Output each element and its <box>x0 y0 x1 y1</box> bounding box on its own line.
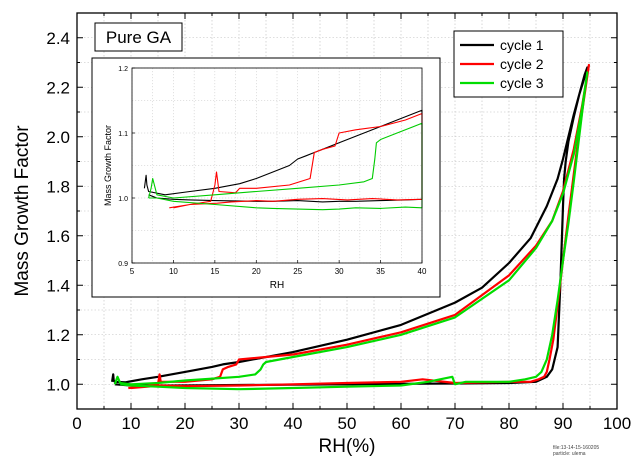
inset-x-tick-label: 15 <box>210 267 219 276</box>
main-x-tick-label: 70 <box>446 414 465 433</box>
legend-label-2: cycle 2 <box>500 56 544 72</box>
main-x-tick-label: 0 <box>72 414 81 433</box>
main-x-tick-label: 50 <box>338 414 357 433</box>
main-x-tick-label: 10 <box>122 414 141 433</box>
inset-x-tick-label: 20 <box>252 267 261 276</box>
main-y-tick-label: 1.6 <box>46 227 70 246</box>
main-y-tick-label: 2.0 <box>46 128 70 147</box>
main-x-axis-label: RH(%) <box>319 436 376 457</box>
footnote-line1: file:13-14-15-160205 <box>553 445 599 451</box>
main-y-tick-label: 2.2 <box>46 78 70 97</box>
inset-plot-frame <box>131 67 423 264</box>
main-y-tick-label: 1.8 <box>46 177 70 196</box>
legend-label-3: cycle 3 <box>500 75 544 91</box>
main-y-tick-label: 1.2 <box>46 326 70 345</box>
inset-y-tick-label: 1.0 <box>118 196 128 203</box>
main-series-line-1 <box>111 66 589 387</box>
inset-series-line-3 <box>148 122 423 211</box>
inset-x-tick-label: 40 <box>418 267 427 276</box>
inset-x-tick-label: 30 <box>335 267 344 276</box>
inset-y-tick-label: 1.1 <box>118 131 128 138</box>
inset-y-axis-label: Mass Growth Factor <box>103 125 113 206</box>
inset-x-tick-label: 5 <box>130 267 135 276</box>
main-y-tick-label: 1.0 <box>46 375 70 394</box>
inset-panel <box>91 57 441 298</box>
main-x-tick-label: 30 <box>230 414 249 433</box>
inset-x-axis-label: RH <box>270 280 284 291</box>
inset-x-tick-label: 35 <box>376 267 385 276</box>
inset-plot: 5 10 15 20 25 30 35 40 0.9 1.0 1.1 1.2 RH Mass Growth… <box>91 57 441 298</box>
main-x-tick-label: 100 <box>603 414 631 433</box>
inset-y-tick-label: 1.2 <box>118 66 128 73</box>
inset-y-tick-label: 0.9 <box>118 261 128 268</box>
inset-x-tick-label: 10 <box>169 267 178 276</box>
main-y-tick-label: 1.4 <box>46 276 70 295</box>
footnote-line2: particle: ulema <box>553 451 586 457</box>
inset-x-tick-label: 25 <box>293 267 302 276</box>
main-x-tick-label: 40 <box>284 414 303 433</box>
legend-label-1: cycle 1 <box>500 37 544 53</box>
annotation-box <box>94 22 183 52</box>
main-series-line-3 <box>113 71 589 391</box>
main-x-tick-label: 20 <box>176 414 195 433</box>
main-y-tick-label: 2.4 <box>46 29 70 48</box>
inset-series-line-2 <box>169 112 423 209</box>
main-x-tick-label: 60 <box>392 414 411 433</box>
main-x-tick-label: 80 <box>500 414 519 433</box>
annotation-label: Pure GA <box>106 28 172 47</box>
main-x-tick-label: 90 <box>554 414 573 433</box>
main-y-axis-label: Mass Growth Factor <box>12 125 33 297</box>
